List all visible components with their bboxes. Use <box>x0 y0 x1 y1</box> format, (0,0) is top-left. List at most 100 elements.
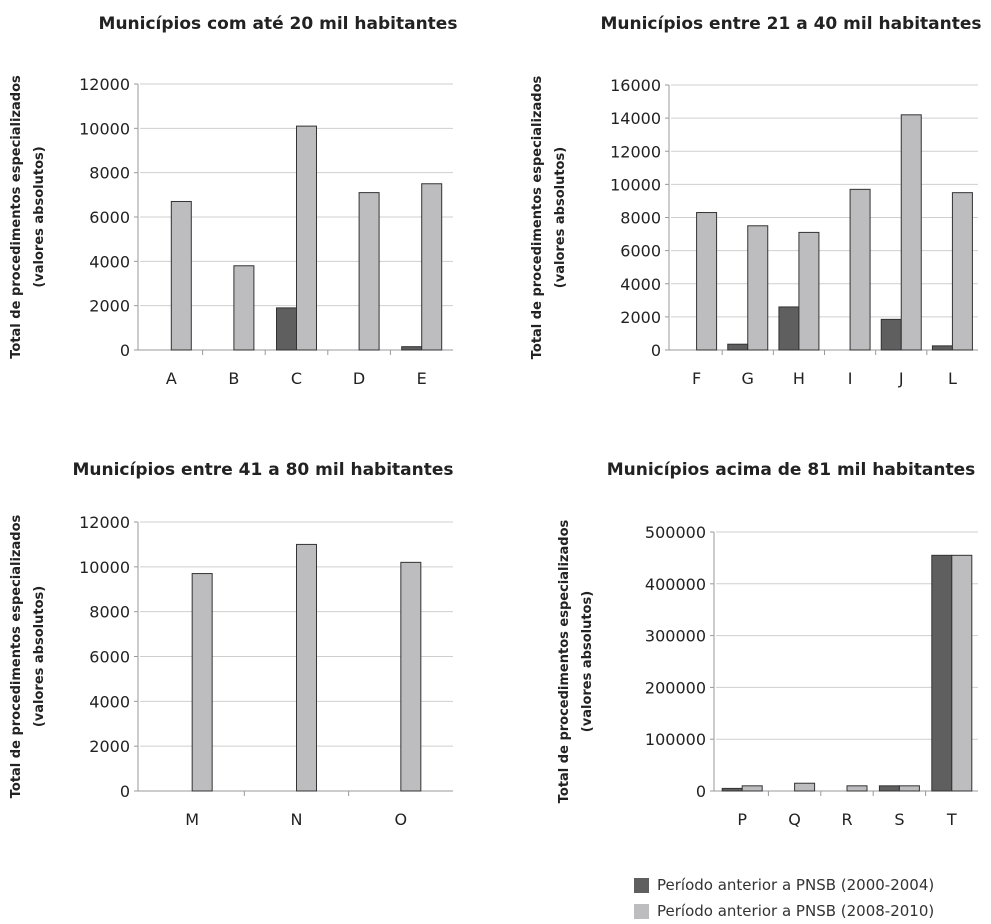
y-axis-label: Total de procedimentos especializados <box>9 75 24 359</box>
legend-label-series-1: Período anterior a PNSB (2000-2004) <box>657 876 935 894</box>
y-tick-label: 12000 <box>79 75 130 94</box>
x-tick-label: J <box>898 369 904 388</box>
bar-T-series-2 <box>951 554 973 792</box>
chart-title: Municípios entre 41 a 80 mil habitantes <box>72 460 453 480</box>
y-axis-label: (valores absolutos) <box>32 146 47 287</box>
y-tick-label: 500000 <box>645 523 706 542</box>
bar-S-series-1 <box>878 785 900 792</box>
bar-B-series-2 <box>233 265 255 351</box>
bar-I-series-2 <box>849 188 871 351</box>
y-tick-label: 12000 <box>610 142 661 161</box>
x-tick-label: A <box>166 369 177 388</box>
y-tick-label: 10000 <box>79 119 130 138</box>
chart-title: Municípios acima de 81 mil habitantes <box>607 460 976 480</box>
bar-P-series-2 <box>741 785 763 792</box>
y-tick-label: 8000 <box>620 209 661 228</box>
charts-panel: Municípios com até 20 mil habitantes Tota… <box>9 14 982 829</box>
y-axis-label: Total de procedimentos especializados <box>557 520 572 804</box>
legend-label-series-2: Período anterior a PNSB (2008-2010) <box>657 902 935 920</box>
chart-1: Municípios com até 20 mil habitantes Tota… <box>9 14 457 388</box>
x-tick-label: S <box>894 810 904 829</box>
y-axis-label: (valores absolutos) <box>32 586 47 727</box>
bar-G-series-1 <box>727 343 749 351</box>
y-tick-label: 200000 <box>645 678 706 697</box>
y-tick-label: 4000 <box>89 252 130 271</box>
bar-R-series-2 <box>846 785 868 792</box>
y-tick-label: 4000 <box>89 692 130 711</box>
x-tick-label: H <box>793 369 805 388</box>
bar-J-series-1 <box>880 318 902 351</box>
x-tick-label: T <box>946 810 957 829</box>
x-tick-label: M <box>185 810 199 829</box>
y-axis-label: (valores absolutos) <box>553 147 568 288</box>
y-tick-label: 0 <box>696 782 706 801</box>
x-tick-label: O <box>395 810 408 829</box>
y-tick-label: 0 <box>651 341 661 360</box>
chart-4: Municípios acima de 81 mil habitantes Tot… <box>557 460 978 829</box>
x-tick-label: I <box>848 369 853 388</box>
y-tick-label: 6000 <box>89 208 130 227</box>
legend-swatch-series-1 <box>634 877 649 893</box>
bar-F-series-2 <box>696 212 718 351</box>
y-tick-label: 400000 <box>645 575 706 594</box>
bar-C-series-1 <box>276 307 297 351</box>
legend-item-series-2: Período anterior a PNSB (2008-2010) <box>634 898 934 924</box>
bar-N-series-2 <box>296 543 317 792</box>
x-tick-label: F <box>692 369 701 388</box>
y-tick-label: 10000 <box>610 175 661 194</box>
bar-H-series-1 <box>778 306 800 351</box>
x-tick-label: E <box>417 369 427 388</box>
x-tick-label: L <box>948 369 957 388</box>
bar-A-series-2 <box>170 200 192 351</box>
bar-T-series-1 <box>931 554 953 792</box>
y-tick-label: 2000 <box>620 308 661 327</box>
x-tick-label: Q <box>788 810 801 829</box>
bar-M-series-2 <box>191 573 213 792</box>
y-axis-label: Total de procedimentos especializados <box>9 515 24 799</box>
chart-2: Municípios entre 21 a 40 mil habitantes T… <box>530 14 982 388</box>
y-tick-label: 4000 <box>620 275 661 294</box>
x-tick-label: B <box>228 369 239 388</box>
legend-swatch-series-2 <box>634 903 649 919</box>
y-tick-label: 16000 <box>610 76 661 95</box>
bar-O-series-2 <box>400 561 422 792</box>
x-tick-label: C <box>291 369 302 388</box>
y-tick-label: 14000 <box>610 109 661 128</box>
y-axis-label: Total de procedimentos especializados <box>530 76 545 360</box>
bar-S-series-2 <box>898 785 920 792</box>
legend: Período anterior a PNSB (2000-2004) Perí… <box>634 872 934 924</box>
bar-L-series-1 <box>931 345 953 351</box>
y-axis-label: (valores absolutos) <box>580 591 595 732</box>
y-tick-label: 10000 <box>79 558 130 577</box>
bar-Q-series-2 <box>794 782 816 792</box>
bar-E-series-2 <box>421 183 443 351</box>
x-tick-label: R <box>841 810 852 829</box>
y-tick-label: 8000 <box>89 603 130 622</box>
x-tick-label: P <box>737 810 747 829</box>
y-tick-label: 12000 <box>79 513 130 532</box>
x-tick-label: G <box>742 369 754 388</box>
y-tick-label: 100000 <box>645 730 706 749</box>
y-tick-label: 0 <box>120 341 130 360</box>
bar-J-series-2 <box>900 114 922 351</box>
y-tick-label: 2000 <box>89 297 130 316</box>
y-tick-label: 8000 <box>89 164 130 183</box>
y-tick-label: 300000 <box>645 627 706 646</box>
chart-title: Municípios entre 21 a 40 mil habitantes <box>600 14 981 34</box>
x-tick-label: N <box>291 810 303 829</box>
y-tick-label: 6000 <box>89 648 130 667</box>
chart-3: Municípios entre 41 a 80 mil habitantes T… <box>9 460 454 829</box>
bar-L-series-2 <box>951 192 973 351</box>
legend-item-series-1: Período anterior a PNSB (2000-2004) <box>634 872 934 898</box>
x-tick-label: D <box>353 369 365 388</box>
bar-C-series-2 <box>296 125 317 351</box>
bar-D-series-2 <box>358 192 380 351</box>
y-tick-label: 0 <box>120 782 130 801</box>
y-tick-label: 6000 <box>620 242 661 261</box>
bar-P-series-1 <box>721 787 743 792</box>
chart-title: Municípios com até 20 mil habitantes <box>99 14 458 34</box>
bar-H-series-2 <box>798 231 820 351</box>
bar-G-series-2 <box>747 225 769 351</box>
y-tick-label: 2000 <box>89 737 130 756</box>
bar-E-series-1 <box>401 346 423 351</box>
